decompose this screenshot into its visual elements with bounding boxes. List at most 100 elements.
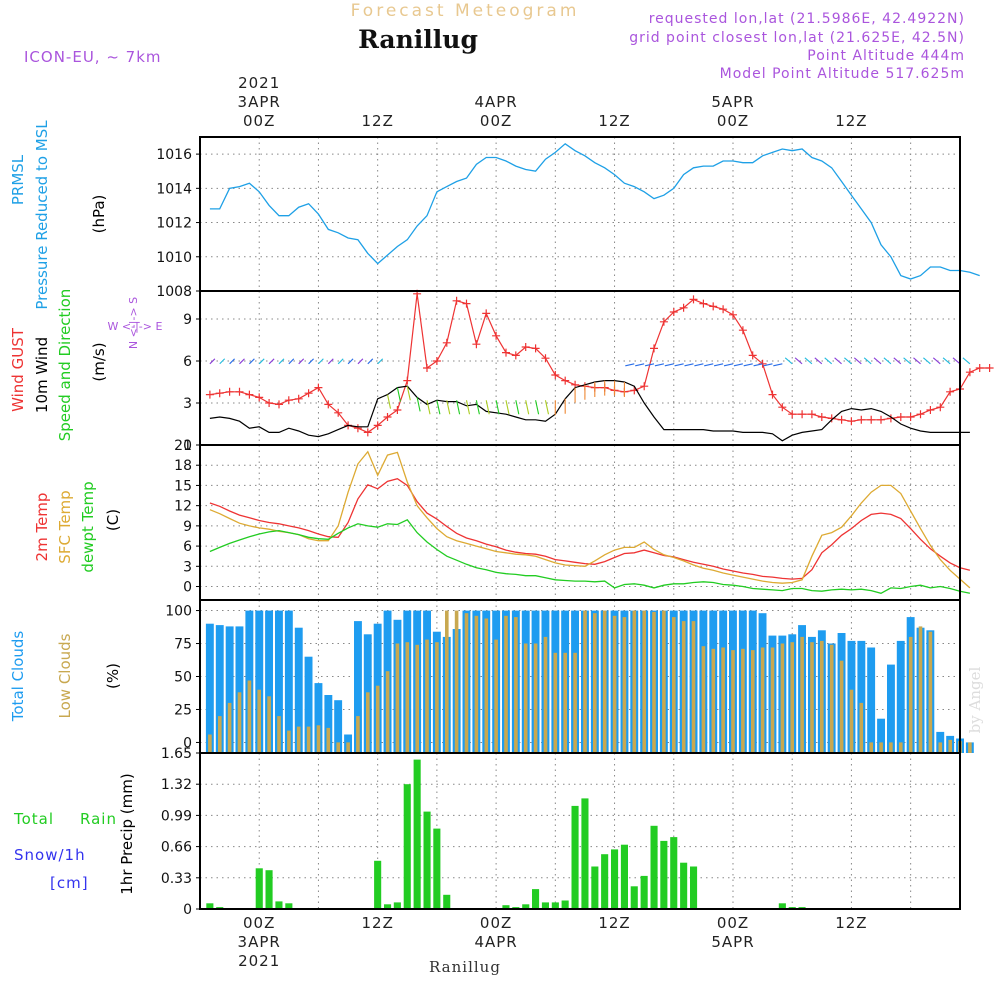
wind-direction-arrow xyxy=(367,358,374,365)
wind-gust-point xyxy=(877,415,885,424)
precip-labels: Total Rain Snow/1h [cm] 1hr Precip (mm) xyxy=(13,773,136,894)
rain-bar xyxy=(502,905,510,909)
wind-direction-arrow xyxy=(753,363,763,367)
top-time-label: 12Z xyxy=(835,112,867,130)
low-cloud-bars xyxy=(208,610,972,753)
pressure-ytick-label: 1012 xyxy=(156,216,192,232)
wind-gust-point xyxy=(926,406,935,414)
rain-bar xyxy=(551,902,559,909)
low-cloud-bar xyxy=(563,652,567,753)
pressure-ytick-label: 1014 xyxy=(156,181,192,197)
wind-direction-arrow xyxy=(962,357,971,365)
clouds-ytick-label: 75 xyxy=(174,637,192,653)
rain-bar xyxy=(433,828,441,909)
temperature-ytick-label: 15 xyxy=(174,478,192,494)
low-cloud-bar xyxy=(859,702,864,753)
wind-direction-arrow xyxy=(903,357,912,365)
precip-ytick-label: 0 xyxy=(183,902,192,918)
top-time-label: 4APR xyxy=(474,93,517,111)
pressure-ytick-label: 1016 xyxy=(156,147,192,163)
wind-direction-arrow xyxy=(308,358,314,365)
low-cloud-bar xyxy=(326,727,331,753)
low-cloud-bar xyxy=(908,636,913,753)
low-cloud-bar xyxy=(632,610,637,753)
top-time-label: 00Z xyxy=(243,112,275,130)
low-cloud-bar xyxy=(899,742,903,753)
low-cloud-bar xyxy=(543,636,548,753)
wind-gust-point xyxy=(403,376,412,385)
low-cloud-bar xyxy=(829,644,834,753)
snow-label: Snow/1h xyxy=(14,846,86,864)
low-cloud-bar xyxy=(237,692,242,753)
low-cloud-bar xyxy=(267,696,271,753)
wind-gust-point xyxy=(304,389,313,398)
wind-gust-point xyxy=(837,415,846,424)
speed-direction-label: Speed and Direction xyxy=(56,289,74,442)
wind-gust-point xyxy=(561,376,570,385)
wind-gust-point xyxy=(758,359,767,368)
temperature-ytick-label: 12 xyxy=(174,499,192,515)
low-cloud-bar xyxy=(741,648,745,753)
wind-direction-arrow xyxy=(229,358,235,365)
wind-10m-label: 10m Wind xyxy=(33,337,51,413)
low-cloud-bar xyxy=(879,742,883,753)
pressure-line xyxy=(209,142,980,280)
wind-gust-point xyxy=(916,410,925,419)
wind-gust-point xyxy=(511,351,520,360)
total-cloud-bar xyxy=(314,683,323,753)
panel-wind: 0 3 6 9 xyxy=(183,289,994,454)
total-cloud-bar xyxy=(265,610,273,753)
wind-direction-arrow xyxy=(664,363,674,367)
wind-direction-arrow xyxy=(784,357,793,365)
wind-direction-arrow xyxy=(942,357,951,365)
low-cloud-bar xyxy=(306,726,311,753)
low-cloud-bar xyxy=(938,742,943,753)
wind-gust-point xyxy=(936,403,945,412)
bottom-time-label: 5APR xyxy=(711,933,754,951)
rain-bar xyxy=(413,759,421,909)
precip-ytick-label: 0.99 xyxy=(161,808,192,824)
low-cloud-bar xyxy=(435,642,439,753)
wind-gust-point xyxy=(294,394,303,403)
low-cloud-bar xyxy=(484,618,489,753)
low-cloud-bar xyxy=(247,680,252,753)
wind-gust-point xyxy=(699,299,708,308)
temperature-ytick-label: 18 xyxy=(174,458,192,474)
wind-gust-point xyxy=(659,317,668,326)
wind-gust-point xyxy=(423,364,431,372)
wind-10m-line xyxy=(209,380,970,442)
wind-gust-label: Wind GUST xyxy=(9,327,27,412)
wind-gust-point xyxy=(235,387,244,396)
temp-2m-label: 2m Temp xyxy=(33,493,51,562)
precip-background xyxy=(200,753,960,909)
clouds-unit: (%) xyxy=(104,663,122,689)
precip-ytick-label: 1.32 xyxy=(161,777,192,793)
low-cloud-bar xyxy=(681,621,686,753)
low-cloud-bar xyxy=(287,730,291,753)
rain-total-label: Total xyxy=(13,810,54,828)
wind-gust-point xyxy=(353,424,362,433)
temp-labels: 2m Temp SFC Temp dewpt Temp (C) xyxy=(33,481,122,572)
rain-bar xyxy=(778,903,786,909)
low-cloud-bar xyxy=(760,647,765,753)
model-label: ICON-EU, ~ 7km xyxy=(24,48,162,66)
point-altitude: Point Altitude 444m xyxy=(807,48,965,64)
wind-direction-arrow xyxy=(337,358,344,365)
low-cloud-bar xyxy=(425,639,429,753)
wind-direction-arrow xyxy=(416,397,421,412)
bottom-time-label: 12Z xyxy=(598,914,630,932)
wind-gust-point xyxy=(531,344,540,353)
rain-bar xyxy=(285,903,293,909)
wind-direction-arrow xyxy=(923,357,931,365)
cloud-labels: Total Clouds Low Clouds (%) xyxy=(9,631,122,723)
total-cloud-bar xyxy=(334,700,343,753)
wind-gust-point xyxy=(324,400,333,409)
requested-coords: requested lon,lat (21.5986E, 42.4922N) xyxy=(649,11,965,27)
model-altitude: Model Point Altitude 517.625m xyxy=(720,66,965,82)
bottom-time-label: 00Z xyxy=(243,914,275,932)
wind-direction-arrow xyxy=(713,363,724,367)
wind-direction-arrow xyxy=(239,358,245,365)
rain-bar xyxy=(522,904,530,909)
total-cloud-bar xyxy=(877,718,885,753)
